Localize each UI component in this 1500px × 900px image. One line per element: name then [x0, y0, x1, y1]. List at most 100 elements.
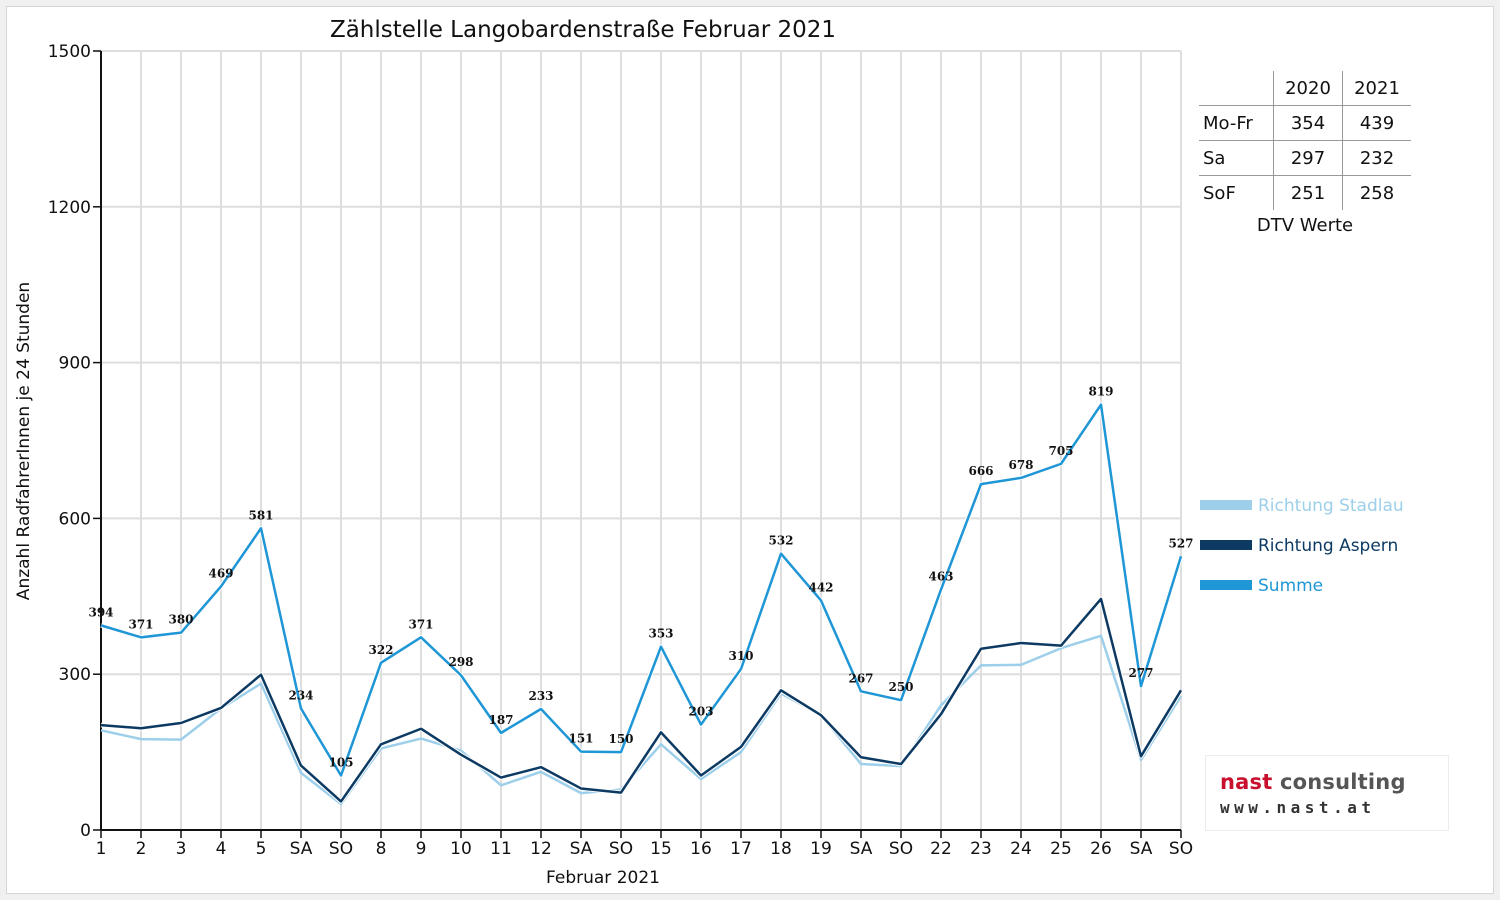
data-label: 463 [928, 570, 953, 584]
y-tick-label: 0 [80, 821, 91, 841]
dtv-header-2020: 2020 [1273, 71, 1343, 106]
x-tick-label: SO [1169, 839, 1193, 859]
y-tick-label: 600 [59, 509, 91, 529]
x-tick-label: SA [1130, 839, 1153, 859]
legend-label: Richtung Stadlau [1258, 496, 1404, 516]
company-logo: nast consulting www.nast.at [1205, 755, 1449, 831]
dtv-cell: 232 [1342, 140, 1411, 176]
x-tick-label: 2 [136, 839, 147, 859]
x-tick-label: 9 [416, 839, 427, 859]
data-label: 322 [368, 643, 393, 657]
dtv-row-label: Mo-Fr [1199, 105, 1274, 141]
series-line [100, 403, 1183, 777]
x-tick-label: 26 [1090, 839, 1112, 859]
dtv-corner [1199, 71, 1274, 106]
legend-label: Summe [1258, 576, 1323, 596]
series-line [100, 634, 1183, 806]
x-tick-label: SA [290, 839, 313, 859]
x-axis-title: Februar 2021 [546, 868, 660, 888]
legend-swatch [1200, 580, 1252, 590]
x-tick-label: 24 [1010, 839, 1032, 859]
y-tick-label: 1500 [48, 42, 91, 62]
logo-url: www.nast.at [1220, 798, 1376, 817]
axes [93, 50, 1182, 838]
dtv-cell: 258 [1359, 182, 1395, 204]
x-tick-label: SO [889, 839, 913, 859]
dtv-caption: DTV Werte [1256, 215, 1354, 236]
dtv-cell: 251 [1273, 175, 1343, 210]
data-label: 151 [568, 732, 593, 746]
y-tick-labels: 0 300 600 900 1200 1500 [48, 42, 91, 841]
x-tick-label: 5 [256, 839, 267, 859]
dtv-header-row: 2020 2021 [1199, 71, 1411, 106]
y-tick-label: 1200 [48, 198, 91, 218]
x-tick-label: 22 [930, 839, 952, 859]
legend-label: Richtung Aspern [1258, 536, 1398, 556]
chart-frame: Zählstelle Langobardenstraße Februar 202… [6, 6, 1494, 894]
x-tick-label: SO [609, 839, 633, 859]
series-lines [100, 402, 1184, 806]
grid-lines [101, 50, 1182, 831]
dtv-table: 2020 2021 Mo-Fr 354 439 Sa 297 232 SoF 2… [1199, 71, 1411, 210]
data-label: 371 [408, 617, 433, 631]
data-label: 469 [208, 566, 233, 580]
x-tick-label: 16 [690, 839, 712, 859]
x-tick-label: SO [329, 839, 353, 859]
x-tick-label: 10 [450, 839, 472, 859]
x-tick-label: 4 [216, 839, 227, 859]
data-label: 581 [248, 508, 273, 522]
logo-name-part2: consulting [1272, 770, 1406, 794]
x-tick-label: 11 [490, 839, 512, 859]
dtv-row-label: Sa [1199, 140, 1274, 176]
data-label: 442 [808, 580, 833, 594]
dtv-cell: 439 [1342, 105, 1411, 141]
data-label: 267 [848, 671, 873, 685]
dtv-row-sof: SoF 251 258 [1199, 175, 1411, 210]
y-axis-title: Anzahl RadfahrerInnen je 24 Stunden [14, 282, 34, 600]
x-tick-labels: 1 2 3 4 5 SA SO 8 9 10 11 12 SA SO 15 16 17 18 19 SA SO 22 23 2… [96, 839, 1194, 859]
x-tick-label: 25 [1050, 839, 1072, 859]
data-label: 371 [128, 617, 153, 631]
data-label: 527 [1168, 536, 1193, 550]
data-label: 105 [328, 755, 353, 769]
data-label: 380 [168, 613, 193, 627]
data-labels: 394 371 380 469 581 234 105 322 371 298 187 233 151 1… [88, 385, 1193, 770]
data-label: 233 [528, 689, 553, 703]
data-label: 678 [1008, 458, 1033, 472]
dtv-row-sa: Sa 297 232 [1199, 140, 1411, 176]
series-line [100, 597, 1183, 803]
dtv-row-label: SoF [1199, 175, 1274, 210]
x-tick-label: 15 [650, 839, 672, 859]
x-tick-label: 18 [770, 839, 792, 859]
data-label: 203 [688, 705, 713, 719]
legend: Richtung Stadlau Richtung Aspern Summe [1200, 496, 1404, 596]
dtv-cell: 297 [1273, 140, 1343, 176]
x-tick-label: 3 [176, 839, 187, 859]
x-tick-label: 1 [96, 839, 107, 859]
chart-title: Zählstelle Langobardenstraße Februar 202… [330, 17, 836, 43]
y-tick-label: 300 [59, 665, 91, 685]
logo-name: nast consulting [1220, 770, 1406, 794]
x-tick-label: SA [850, 839, 873, 859]
x-tick-label: SA [570, 839, 593, 859]
data-label: 819 [1088, 385, 1113, 399]
x-tick-label: 17 [730, 839, 752, 859]
y-tick-label: 900 [59, 354, 91, 374]
data-label: 666 [968, 464, 993, 478]
data-label: 234 [288, 688, 313, 702]
dtv-row-mofr: Mo-Fr 354 439 [1199, 105, 1411, 141]
x-tick-label: 23 [970, 839, 992, 859]
legend-swatch [1200, 540, 1252, 550]
x-tick-label: 12 [530, 839, 552, 859]
data-label: 187 [488, 713, 513, 727]
data-label: 310 [728, 649, 753, 663]
data-label: 532 [768, 534, 793, 548]
data-label: 277 [1128, 666, 1153, 680]
data-label: 394 [88, 605, 113, 619]
dtv-cell: 354 [1273, 105, 1343, 141]
data-label: 250 [888, 680, 913, 694]
dtv-header-2021: 2021 [1342, 71, 1411, 106]
data-label: 298 [448, 655, 473, 669]
legend-swatch [1200, 500, 1252, 510]
logo-name-part1: nast [1220, 770, 1273, 794]
